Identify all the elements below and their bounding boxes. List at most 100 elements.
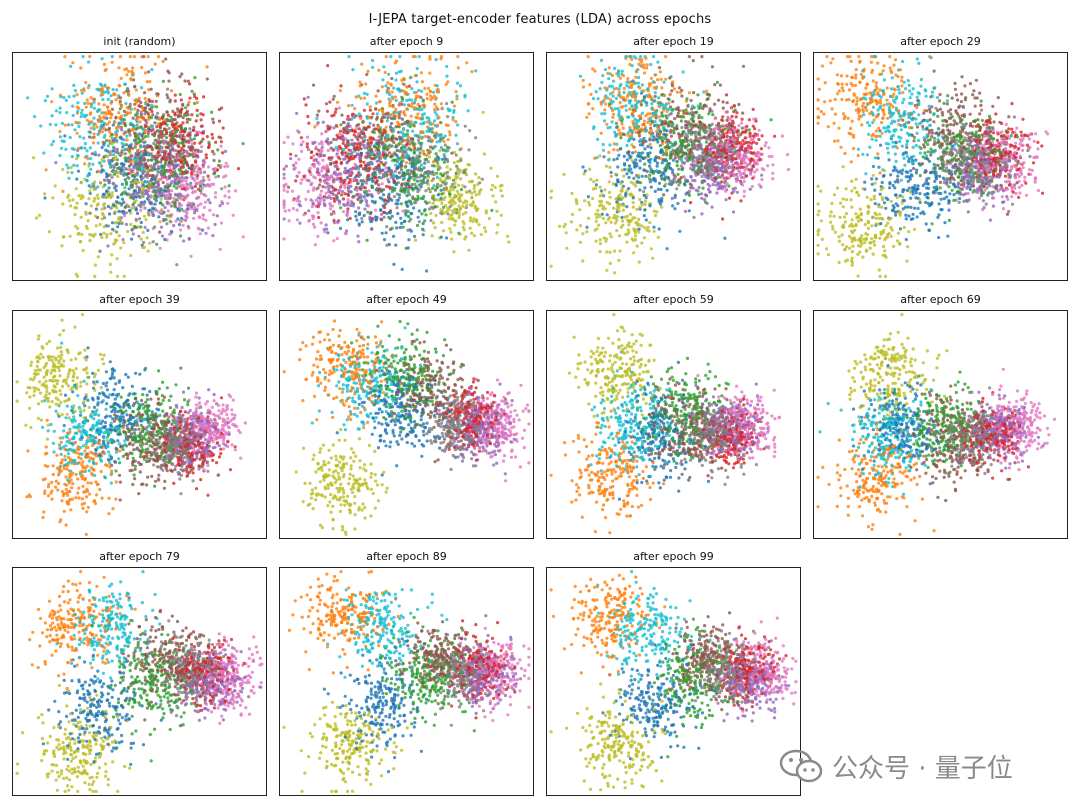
data-point <box>119 172 123 176</box>
data-point <box>76 226 80 230</box>
data-point <box>430 130 434 134</box>
data-point <box>490 183 495 187</box>
data-point <box>593 228 597 232</box>
data-point <box>357 240 361 244</box>
data-point <box>120 162 124 166</box>
data-point <box>445 210 449 214</box>
data-point <box>600 112 604 116</box>
data-point <box>109 94 113 98</box>
data-point <box>154 99 158 103</box>
data-point <box>399 130 403 134</box>
data-point <box>31 156 36 160</box>
data-point <box>369 210 373 215</box>
data-point <box>451 115 455 119</box>
data-point <box>427 155 431 159</box>
data-point <box>328 202 332 206</box>
data-point <box>177 145 181 149</box>
data-point <box>392 158 396 162</box>
data-point <box>60 139 64 143</box>
data-point <box>80 194 84 198</box>
data-point <box>377 135 381 139</box>
data-point <box>416 102 420 106</box>
data-point <box>452 161 456 165</box>
data-point <box>199 171 203 175</box>
data-point <box>570 212 574 217</box>
data-point <box>751 107 755 111</box>
data-point <box>443 157 447 161</box>
data-point <box>591 196 595 201</box>
data-point <box>450 237 454 241</box>
data-point <box>201 137 205 141</box>
data-point <box>412 206 416 210</box>
data-point <box>457 216 461 220</box>
data-point <box>241 235 245 239</box>
data-point <box>141 106 145 110</box>
data-point <box>97 153 101 157</box>
data-point <box>386 137 390 141</box>
data-point <box>131 116 135 120</box>
data-point <box>432 145 436 149</box>
data-point <box>50 87 54 91</box>
data-point <box>194 181 199 185</box>
data-point <box>420 212 424 216</box>
data-point <box>470 179 474 183</box>
data-point <box>112 182 116 186</box>
data-point <box>475 208 479 212</box>
data-point <box>207 165 211 169</box>
data-point <box>354 114 358 118</box>
data-point <box>415 223 420 228</box>
data-point <box>457 210 461 214</box>
data-point <box>282 141 286 145</box>
data-point <box>419 163 424 167</box>
data-point <box>423 161 427 165</box>
data-point <box>123 214 127 218</box>
data-point <box>425 201 429 205</box>
data-point <box>673 193 677 197</box>
data-point <box>219 221 224 225</box>
data-point <box>152 189 156 194</box>
data-point <box>340 137 344 141</box>
data-point <box>642 71 647 75</box>
data-point <box>115 126 119 130</box>
data-point <box>376 89 380 93</box>
data-point <box>193 205 197 209</box>
data-point <box>50 143 54 147</box>
data-point <box>295 174 299 178</box>
data-point <box>369 141 373 145</box>
data-point <box>563 222 567 226</box>
data-point <box>102 62 106 66</box>
data-point <box>114 115 118 119</box>
data-point <box>351 129 355 133</box>
data-point <box>462 228 466 232</box>
data-point <box>656 187 660 191</box>
data-point <box>99 232 103 236</box>
data-point <box>307 179 311 183</box>
data-point <box>359 179 363 183</box>
data-point <box>452 250 456 254</box>
data-point <box>390 76 394 81</box>
data-point <box>103 90 107 94</box>
data-point <box>440 157 445 161</box>
data-point <box>149 116 153 120</box>
data-point <box>134 113 138 117</box>
data-point <box>193 101 197 106</box>
data-point <box>332 211 336 215</box>
data-point <box>148 184 152 188</box>
data-point <box>396 202 400 206</box>
data-point <box>440 201 444 205</box>
data-point <box>75 93 79 97</box>
data-point <box>58 93 63 97</box>
data-point <box>118 136 122 140</box>
data-point <box>63 134 67 138</box>
data-point <box>475 218 479 222</box>
data-point <box>122 241 126 245</box>
data-point <box>184 196 188 200</box>
data-point <box>454 219 458 223</box>
data-point <box>728 117 732 122</box>
data-point <box>224 174 228 178</box>
data-point <box>412 161 416 165</box>
data-point <box>410 101 414 105</box>
data-point <box>307 219 311 223</box>
data-point <box>372 123 376 127</box>
data-point <box>110 191 114 195</box>
